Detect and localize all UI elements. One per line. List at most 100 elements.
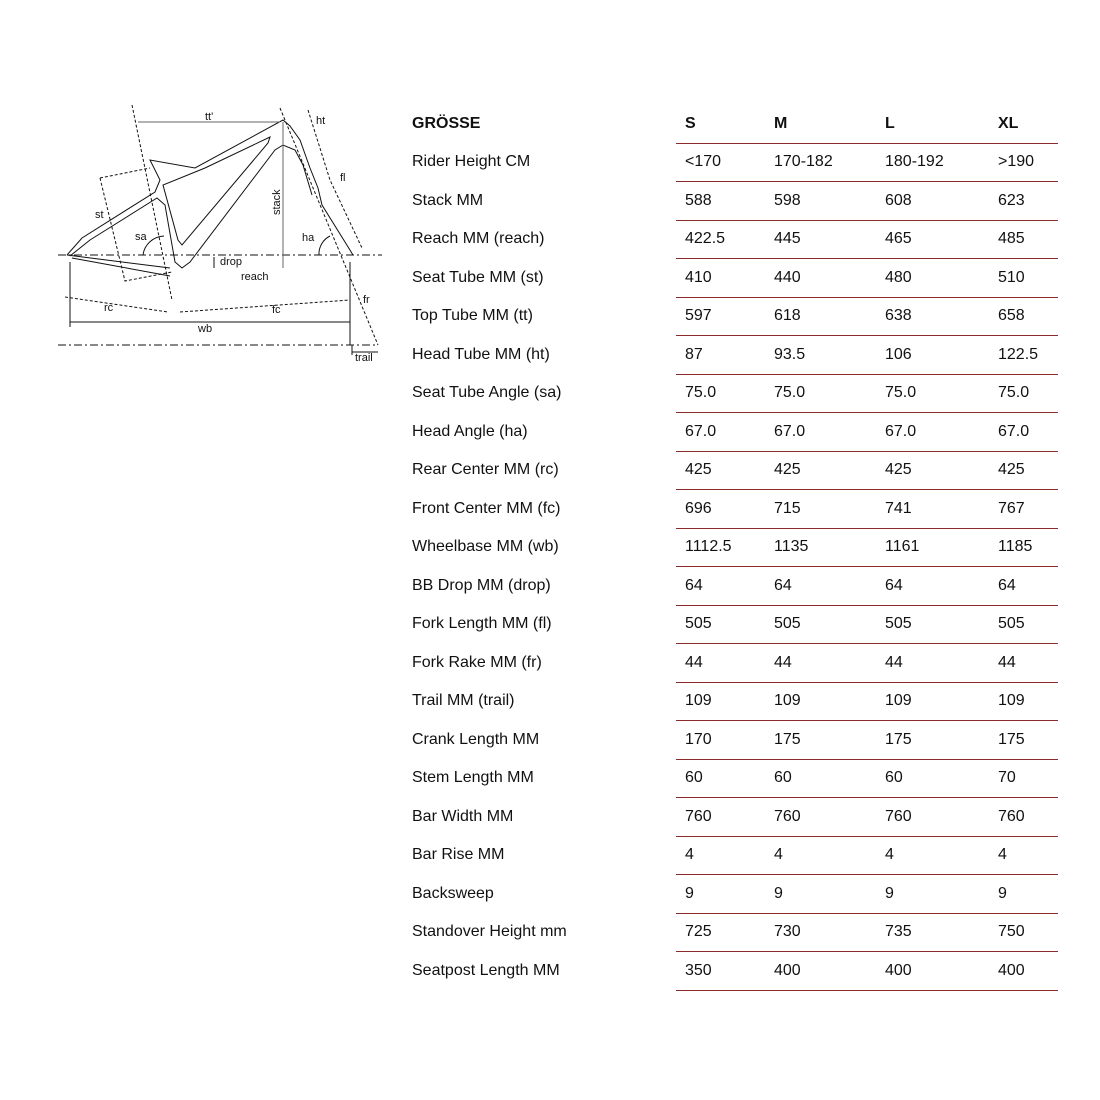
label-wb: wb: [197, 323, 212, 335]
cell-s: 9: [676, 874, 765, 914]
cell-l: 67.0: [876, 412, 989, 452]
cell-xl: 750: [989, 913, 1058, 952]
row-label: Head Angle (ha): [412, 422, 528, 440]
cell-xl: 4: [989, 836, 1058, 875]
cell-m: 60: [765, 759, 876, 798]
cell-l: 638: [876, 297, 989, 336]
cell-s: 760: [676, 797, 765, 837]
row-label: Bar Width MM: [412, 807, 514, 825]
row-label: Fork Length MM (fl): [412, 615, 552, 633]
bike-geometry-diagram: tt' ht fl st stack sa ha drop reach rc f…: [58, 104, 382, 364]
table-row: Rear Center MM (rc) 425 425 425 425: [412, 451, 1058, 490]
cell-m: 9: [765, 874, 876, 914]
cell-s: 170: [676, 720, 765, 760]
table-row: Reach MM (reach) 422.5 445 465 485: [412, 220, 1058, 259]
cell-xl: 75.0: [989, 374, 1058, 413]
label-reach: reach: [241, 271, 269, 283]
row-label: BB Drop MM (drop): [412, 576, 551, 594]
row-label: Top Tube MM (tt): [412, 307, 533, 325]
cell-m: 760: [765, 797, 876, 837]
size-header-xl: XL: [989, 104, 1058, 144]
cell-xl: >190: [989, 143, 1058, 182]
cell-xl: 658: [989, 297, 1058, 336]
cell-s: 67.0: [676, 412, 765, 452]
row-label: Backsweep: [412, 884, 494, 902]
table-row: Standover Height mm 725 730 735 750: [412, 913, 1058, 952]
label-ha: ha: [302, 232, 315, 244]
cell-xl: 1185: [989, 528, 1058, 567]
label-rc: rc: [104, 302, 114, 314]
row-label: Seat Tube MM (st): [412, 268, 544, 286]
cell-s: <170: [676, 143, 765, 182]
size-header-s: S: [676, 104, 765, 144]
row-label: Fork Rake MM (fr): [412, 653, 542, 671]
table-row: Stack MM 588 598 608 623: [412, 181, 1058, 221]
table-row: Head Tube MM (ht) 87 93.5 106 122.5: [412, 335, 1058, 375]
cell-m: 75.0: [765, 374, 876, 413]
cell-m: 715: [765, 489, 876, 529]
row-label: Standover Height mm: [412, 923, 567, 941]
table-row: Fork Length MM (fl) 505 505 505 505: [412, 605, 1058, 644]
row-label: Front Center MM (fc): [412, 499, 561, 517]
cell-xl: 64: [989, 566, 1058, 606]
row-label: Seat Tube Angle (sa): [412, 384, 562, 402]
cell-s: 109: [676, 682, 765, 721]
cell-l: 760: [876, 797, 989, 837]
cell-xl: 175: [989, 720, 1058, 760]
label-ht: ht: [316, 115, 325, 127]
cell-s: 1112.5: [676, 528, 765, 567]
cell-l: 741: [876, 489, 989, 529]
cell-l: 735: [876, 913, 989, 952]
cell-xl: 623: [989, 181, 1058, 221]
size-header-label: GRÖSSE: [412, 114, 481, 132]
cell-l: 480: [876, 258, 989, 298]
frame-outline: [66, 119, 354, 269]
cell-m: 109: [765, 682, 876, 721]
cell-xl: 485: [989, 220, 1058, 259]
table-row: Seatpost Length MM 350 400 400 400: [412, 951, 1058, 991]
size-header-l: L: [876, 104, 989, 144]
cell-xl: 760: [989, 797, 1058, 837]
cell-xl: 9: [989, 874, 1058, 914]
cell-s: 505: [676, 605, 765, 644]
cell-m: 1135: [765, 528, 876, 567]
cell-l: 608: [876, 181, 989, 221]
cell-s: 410: [676, 258, 765, 298]
label-fr: fr: [363, 294, 370, 306]
cell-xl: 505: [989, 605, 1058, 644]
table-row: Stem Length MM 60 60 60 70: [412, 759, 1058, 798]
cell-m: 175: [765, 720, 876, 760]
row-label: Head Tube MM (ht): [412, 345, 550, 363]
row-label: Seatpost Length MM: [412, 961, 560, 979]
cell-l: 75.0: [876, 374, 989, 413]
geometry-table: GRÖSSE S M L XL Rider Height CM <170 170-1…: [412, 104, 1058, 991]
cell-s: 696: [676, 489, 765, 529]
row-label: Rear Center MM (rc): [412, 461, 559, 479]
cell-s: 588: [676, 181, 765, 221]
label-fc: fc: [272, 304, 281, 316]
cell-s: 350: [676, 951, 765, 991]
cell-l: 44: [876, 643, 989, 683]
cell-s: 725: [676, 913, 765, 952]
cell-xl: 109: [989, 682, 1058, 721]
cell-m: 440: [765, 258, 876, 298]
cell-s: 87: [676, 335, 765, 375]
table-row: Bar Rise MM 4 4 4 4: [412, 836, 1058, 875]
cell-l: 175: [876, 720, 989, 760]
label-stack: stack: [271, 189, 283, 215]
cell-s: 422.5: [676, 220, 765, 259]
table-header-row: GRÖSSE S M L XL: [412, 104, 1058, 144]
row-label: Wheelbase MM (wb): [412, 538, 559, 556]
table-row: Front Center MM (fc) 696 715 741 767: [412, 489, 1058, 529]
table-row: Rider Height CM <170 170-182 180-192 >190: [412, 143, 1058, 182]
cell-xl: 67.0: [989, 412, 1058, 452]
cell-xl: 767: [989, 489, 1058, 529]
cell-l: 109: [876, 682, 989, 721]
cell-m: 4: [765, 836, 876, 875]
table-row: Crank Length MM 170 175 175 175: [412, 720, 1058, 760]
table-row: Trail MM (trail) 109 109 109 109: [412, 682, 1058, 721]
cell-l: 465: [876, 220, 989, 259]
cell-xl: 400: [989, 951, 1058, 991]
cell-l: 1161: [876, 528, 989, 567]
table-row: Backsweep 9 9 9 9: [412, 874, 1058, 914]
